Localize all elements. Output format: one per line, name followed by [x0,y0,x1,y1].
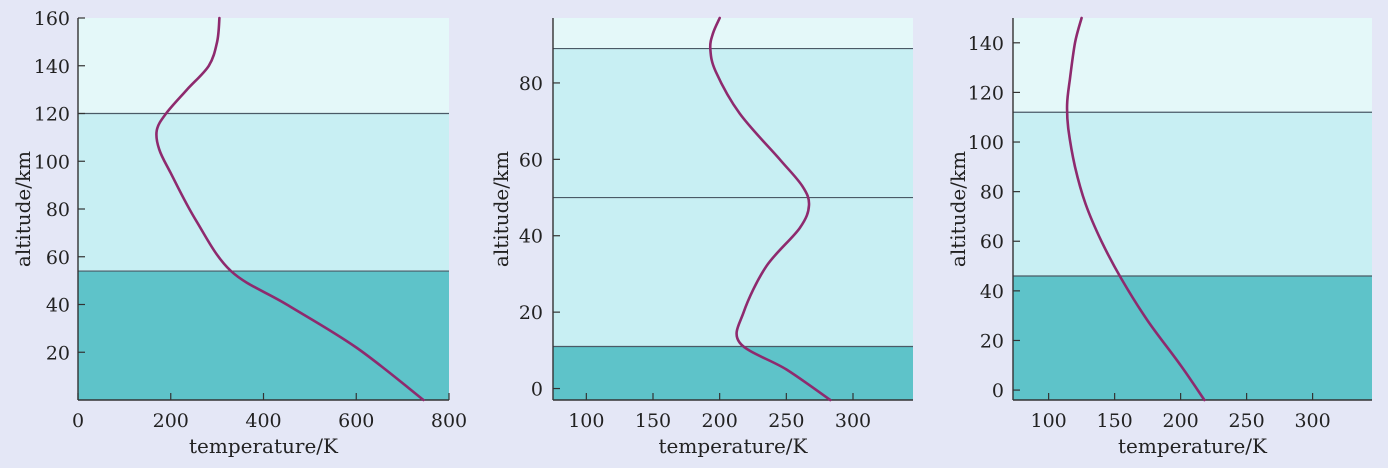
y-tick-label: 140 [968,33,1004,55]
y-tick-label: 120 [34,104,70,126]
y-tick-label: 20 [519,302,543,324]
layer-band [78,113,449,272]
x-tick-label: 200 [1162,410,1198,432]
layer-band [78,18,449,114]
x-tick-label: 250 [768,410,804,432]
layer-band [553,48,913,198]
temperature-profile-line [1065,16,1206,402]
y-axis-title: altitude/km [489,151,513,267]
y-tick-label: 40 [46,295,70,317]
x-tick-label: 250 [1228,410,1264,432]
y-tick-label: 0 [992,380,1004,402]
x-tick-label: 150 [1096,410,1132,432]
x-tick-label: 600 [338,410,374,432]
x-tick-label: 100 [568,410,604,432]
x-tick-label: 150 [635,410,671,432]
y-tick-label: 80 [980,182,1004,204]
x-tick-label: 400 [245,410,281,432]
x-tick-label: 200 [702,410,738,432]
temperature-profile-line [708,16,832,402]
x-tick-label: 300 [1294,410,1330,432]
y-tick-label: 80 [46,199,70,221]
x-axis-title: temperature/K [189,434,339,458]
y-axis-title: altitude/km [11,151,35,267]
x-tick-label: 0 [72,410,84,432]
layer-band [1013,112,1372,276]
y-tick-label: 160 [34,8,70,30]
y-tick-label: 60 [46,247,70,269]
y-tick-label: 80 [519,73,543,95]
y-tick-label: 120 [968,82,1004,104]
y-tick-label: 20 [980,330,1004,352]
layer-band [553,18,913,49]
x-axis-title: temperature/K [659,434,809,458]
x-tick-label: 800 [431,410,467,432]
y-tick-label: 60 [519,149,543,171]
y-tick-label: 40 [519,226,543,248]
y-tick-label: 100 [968,132,1004,154]
x-tick-label: 100 [1031,410,1067,432]
x-axis-title: temperature/K [1118,434,1268,458]
temperature-profile-line [155,16,425,402]
y-tick-label: 140 [34,56,70,78]
y-tick-label: 20 [46,342,70,364]
layer-band [553,346,913,400]
x-tick-label: 200 [153,410,189,432]
layer-band [1013,275,1372,400]
x-tick-label: 300 [835,410,871,432]
chart-panel-3: 100 150 200 250 300 0 20 40 60 80 100 120 140 tempera… [946,16,1372,458]
chart-panel-1: 0 200 400 600 800 20 40 60 80 100 120 140 160 tempera… [11,8,467,458]
y-tick-label: 40 [980,281,1004,303]
y-tick-label: 0 [531,379,543,401]
y-tick-label: 60 [980,231,1004,253]
layer-band [553,197,913,347]
y-tick-label: 100 [34,151,70,173]
y-axis-title: altitude/km [946,151,970,267]
chart-panel-2: 100 150 200 250 300 0 20 40 60 80 temperature/K alt… [489,16,913,458]
